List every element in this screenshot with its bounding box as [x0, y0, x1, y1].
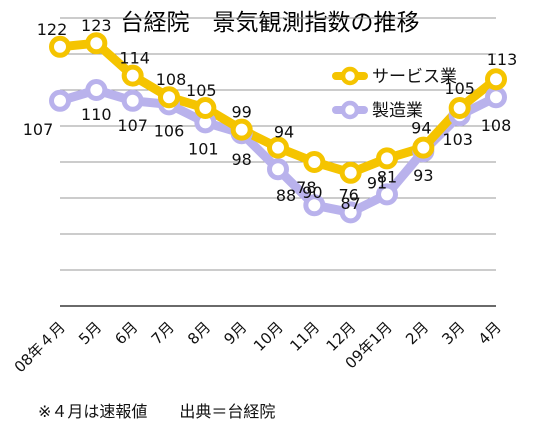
- legend-swatch-marker: [340, 100, 360, 120]
- data-label: 107: [23, 120, 54, 139]
- legend-label: 製造業: [372, 101, 423, 121]
- data-point: [85, 79, 108, 101]
- data-label: 106: [154, 121, 185, 140]
- x-tick-label: 6月: [111, 318, 141, 348]
- data-label: 93: [413, 166, 433, 185]
- data-label: 123: [81, 16, 112, 35]
- data-label: 114: [119, 49, 150, 68]
- data-label: 87: [340, 194, 360, 213]
- data-label: 105: [444, 79, 475, 98]
- data-label: 81: [377, 167, 397, 186]
- x-tick-label: 3月: [438, 318, 468, 348]
- data-point: [121, 89, 144, 112]
- data-label: 107: [117, 116, 148, 135]
- legend-swatch-marker: [340, 66, 360, 86]
- data-label: 94: [274, 123, 294, 142]
- data-labels: 122 1231141081059994908791941051131071101…: [23, 16, 518, 213]
- data-point: [485, 68, 507, 91]
- x-tick-label: 2月: [402, 318, 432, 348]
- data-label: 105: [186, 81, 217, 100]
- legend-label: サービス業: [372, 67, 457, 87]
- data-point: [194, 97, 217, 119]
- data-point: [49, 89, 71, 112]
- data-point: [303, 194, 326, 217]
- series-points: [49, 32, 507, 224]
- data-point: [267, 158, 289, 181]
- data-label: 113: [487, 50, 518, 69]
- x-tick-label: 7月: [148, 318, 178, 348]
- data-point: [448, 97, 471, 119]
- data-point: [121, 64, 144, 87]
- x-tick-label: 11月: [286, 318, 323, 355]
- data-point: [158, 86, 180, 109]
- data-label: 110: [81, 105, 112, 124]
- data-point: [485, 86, 507, 109]
- x-tick-label: 10月: [250, 318, 287, 355]
- data-label: 78: [296, 178, 316, 197]
- data-label: 88: [276, 186, 296, 205]
- data-label: 122: [37, 20, 68, 39]
- data-label: 90: [302, 183, 322, 202]
- data-label: 98: [231, 150, 251, 169]
- chart-title: 台経院 景気観測指数の推移: [121, 10, 420, 36]
- data-label: 108: [156, 70, 187, 89]
- x-tick-label: 5月: [75, 318, 105, 348]
- data-point: [339, 201, 362, 224]
- data-point: [376, 147, 398, 170]
- data-label: 94: [411, 119, 431, 138]
- data-point: [85, 32, 108, 55]
- data-point: [230, 118, 253, 141]
- x-tick-label: 4月: [475, 318, 505, 348]
- x-tick-label: 8月: [184, 318, 214, 348]
- data-point: [412, 136, 435, 159]
- data-point: [303, 151, 326, 173]
- data-point: [339, 161, 362, 184]
- data-point: [376, 183, 398, 206]
- data-label: 76: [338, 185, 358, 204]
- data-label: 99: [231, 103, 251, 122]
- data-label: 108: [481, 116, 512, 135]
- data-label: 91: [367, 173, 387, 192]
- data-label: 103: [442, 130, 473, 149]
- data-point: [49, 35, 71, 58]
- x-tick-label: 08年４月: [11, 318, 69, 376]
- data-point: [267, 136, 289, 159]
- footer-note: ※４月は速報値 出典＝台経院: [38, 402, 276, 421]
- x-tick-label: 9月: [220, 318, 250, 348]
- data-label: 101: [188, 139, 219, 158]
